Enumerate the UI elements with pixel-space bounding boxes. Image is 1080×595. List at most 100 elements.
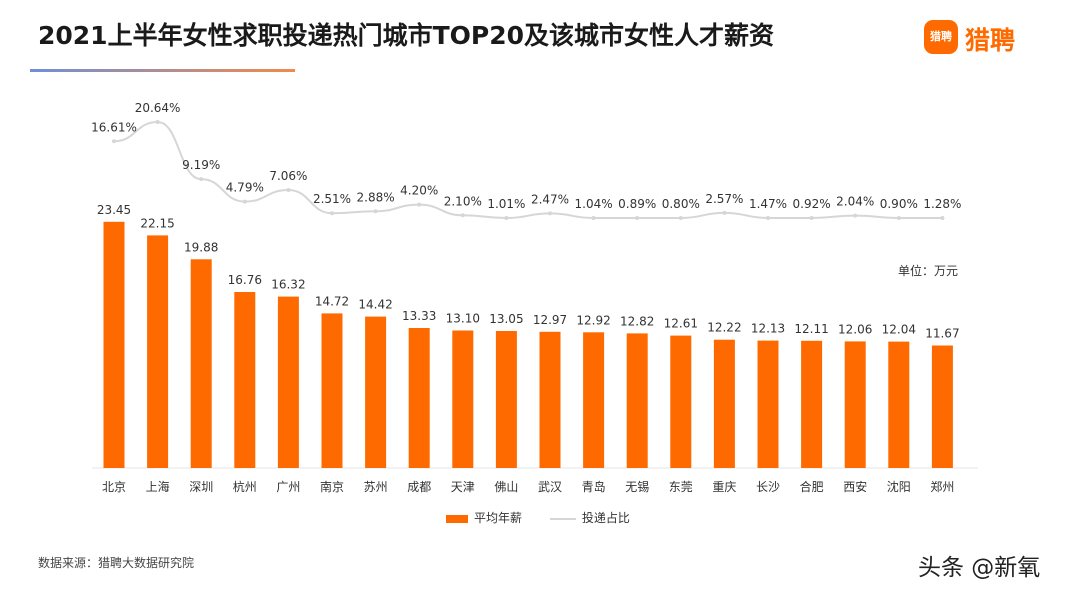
share-point	[112, 139, 116, 144]
salary-value-label: 12.92	[576, 313, 610, 327]
x-tick-label: 广州	[276, 480, 300, 494]
share-point	[155, 120, 160, 124]
salary-bar	[234, 292, 256, 468]
x-tick-labels: 北京 上海 深圳 杭州 广州 南京 苏州 成都 天津 佛山 武汉 青岛 无锡 东莞 重庆 长沙 合肥 西安 沈阳 郑州	[102, 479, 954, 494]
share-point	[242, 199, 247, 204]
salary-value-label: 12.11	[794, 322, 828, 336]
salary-bar	[495, 331, 517, 468]
share-point	[722, 210, 727, 215]
logo-badge-icon: 猎聘	[924, 20, 958, 54]
salary-bar	[844, 341, 866, 468]
unit-label: 单位：万元	[898, 264, 959, 278]
x-tick-label: 深圳	[189, 480, 213, 494]
x-tick-label: 重庆	[712, 480, 736, 494]
salary-value-label: 13.33	[402, 309, 436, 323]
x-tick-label: 长沙	[756, 480, 780, 494]
x-tick-label: 佛山	[494, 480, 518, 494]
x-tick-label: 苏州	[364, 480, 388, 494]
salary-value-label: 14.42	[358, 298, 392, 312]
salary-bar	[147, 235, 169, 468]
salary-bar	[321, 313, 343, 468]
legend-item-salary: 平均年薪	[446, 509, 522, 526]
salary-value-label: 13.05	[489, 312, 523, 326]
salary-bar	[190, 259, 212, 468]
share-point	[853, 213, 858, 218]
share-point	[896, 216, 901, 220]
salary-bar	[539, 331, 561, 468]
share-point	[460, 213, 465, 218]
salary-bar	[277, 296, 299, 468]
share-point	[548, 211, 552, 216]
salary-bar	[931, 345, 953, 468]
salary-value-label: 19.88	[184, 240, 218, 254]
x-tick-label: 成都	[407, 480, 431, 494]
salary-value-label: 12.13	[751, 322, 785, 336]
logo-text: 猎聘	[965, 26, 1016, 55]
share-value-label: 0.89%	[618, 197, 656, 211]
x-tick-label: 北京	[102, 480, 126, 494]
salary-value-label: 13.10	[446, 312, 480, 326]
title-underline	[30, 69, 295, 72]
legend-swatch-bar	[446, 514, 468, 523]
x-tick-label: 合肥	[800, 479, 824, 494]
x-tick-label: 沈阳	[887, 479, 911, 494]
x-tick-label: 无锡	[625, 479, 649, 494]
legend-item-share: 投递占比	[549, 509, 630, 526]
share-point	[809, 216, 814, 220]
share-point	[199, 177, 204, 182]
legend-label-salary: 平均年薪	[474, 511, 523, 525]
x-tick-label: 东莞	[669, 480, 693, 494]
share-point	[286, 188, 291, 192]
salary-value-label: 11.67	[925, 327, 959, 341]
share-value-labels: 16.61% 20.64% 9.19% 4.79% 7.06% 2.51% 2.88% 4.2…	[91, 101, 961, 220]
share-value-label: 2.47%	[531, 192, 569, 206]
salary-bar	[888, 341, 910, 468]
x-tick-label: 南京	[320, 479, 344, 494]
share-value-label: 7.06%	[269, 169, 307, 183]
share-point	[330, 211, 334, 216]
share-value-label: 20.64%	[135, 101, 181, 115]
salary-value-label: 12.97	[533, 313, 567, 327]
salary-value-label: 23.45	[97, 203, 131, 217]
legend-label-share: 投递占比	[581, 511, 630, 525]
share-value-label: 1.47%	[749, 197, 787, 211]
share-point	[635, 216, 640, 220]
salary-bar	[670, 335, 692, 468]
share-value-label: 2.51%	[313, 192, 351, 206]
legend-swatch-line	[549, 517, 576, 520]
share-value-label: 1.28%	[923, 197, 961, 211]
share-point	[417, 202, 422, 207]
salary-bar	[757, 340, 779, 468]
salary-bar	[103, 221, 125, 468]
salary-value-labels: 23.45 22.15 19.88 16.76 16.32 14.72 14.42 13.33…	[97, 203, 960, 341]
share-value-label: 4.79%	[226, 181, 264, 195]
salary-bar	[408, 328, 430, 468]
salary-value-label: 12.04	[882, 323, 916, 337]
x-tick-label: 武汉	[538, 480, 562, 494]
share-point	[591, 216, 596, 220]
x-tick-label: 天津	[451, 480, 475, 494]
share-value-label: 0.80%	[662, 197, 700, 211]
share-value-label: 16.61%	[91, 120, 137, 134]
salary-bars	[103, 221, 953, 468]
share-value-label: 4.20%	[400, 184, 438, 198]
share-value-label: 1.04%	[575, 197, 613, 211]
salary-bar	[801, 340, 823, 468]
share-point	[766, 216, 770, 220]
data-source-note: 数据来源：猎聘大数据研究院	[38, 556, 195, 570]
salary-value-label: 22.15	[140, 216, 174, 230]
watermark: 头条 @新氧	[918, 555, 1041, 581]
share-value-label: 9.19%	[182, 158, 220, 172]
salary-bar	[583, 332, 605, 468]
share-value-label: 2.57%	[705, 192, 743, 206]
x-tick-label: 杭州	[233, 479, 257, 494]
salary-value-label: 12.61	[664, 317, 698, 331]
salary-value-label: 14.72	[315, 294, 349, 308]
share-point	[373, 209, 378, 214]
salary-value-label: 16.32	[271, 278, 305, 292]
x-tick-label: 青岛	[582, 479, 606, 494]
share-value-label: 2.10%	[444, 194, 482, 208]
salary-bar	[365, 316, 387, 468]
salary-value-label: 12.06	[838, 322, 872, 336]
